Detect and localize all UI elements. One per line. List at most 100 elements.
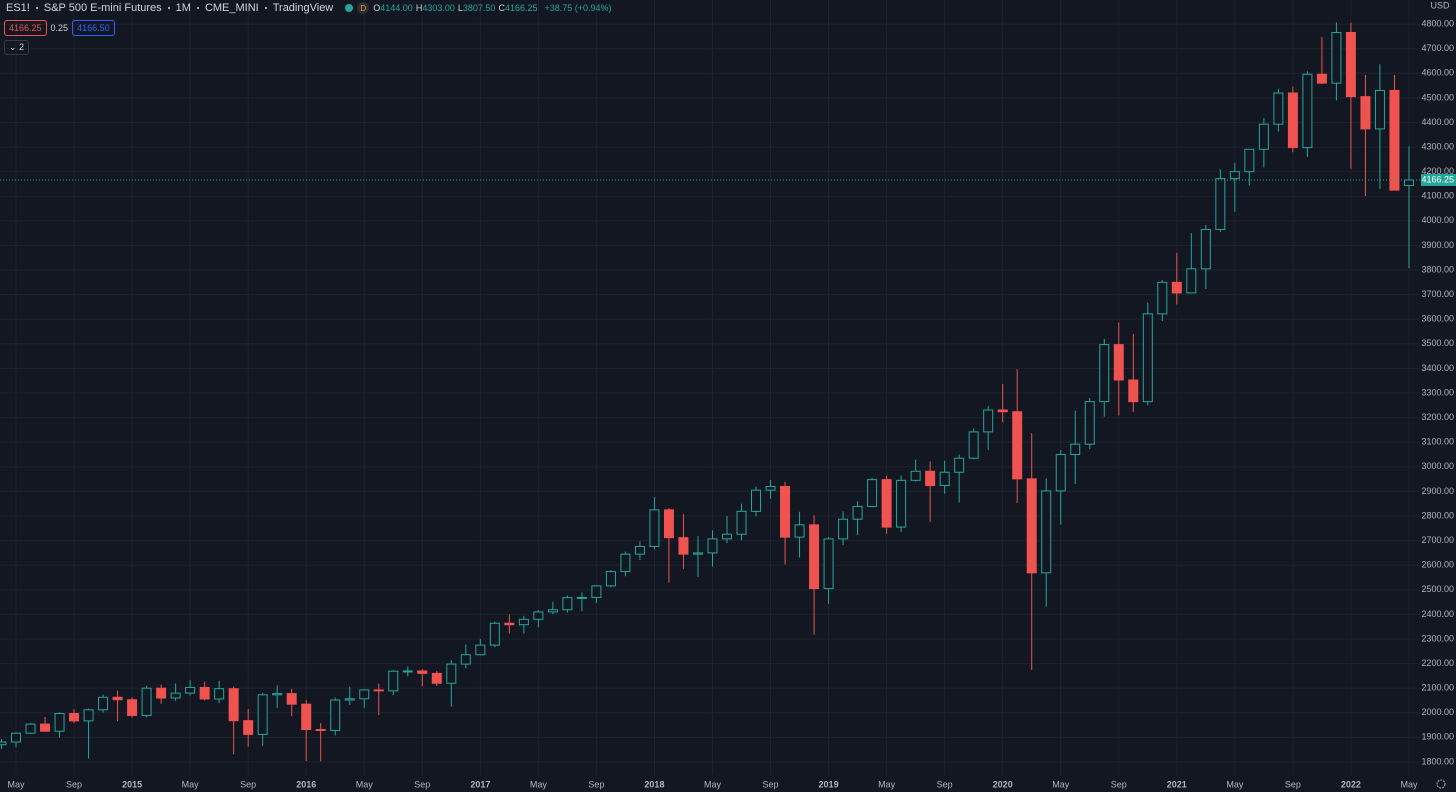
candle — [83, 708, 94, 759]
candle — [983, 406, 994, 450]
candle-body — [533, 611, 544, 620]
y-tick-label: 2200.00 — [1421, 658, 1454, 668]
candle-body — [1186, 268, 1197, 294]
candle-body — [1113, 344, 1124, 381]
candle — [663, 508, 674, 583]
candle — [1403, 146, 1414, 269]
candle — [968, 428, 979, 460]
candle — [1360, 75, 1371, 197]
candle-body — [591, 585, 602, 598]
candle — [910, 459, 921, 482]
candle-body — [1302, 73, 1313, 149]
candle — [1200, 225, 1211, 289]
candle — [1302, 71, 1313, 157]
x-tick-label: Sep — [763, 779, 779, 789]
candle-body — [780, 485, 791, 538]
y-tick-label: 3600.00 — [1421, 314, 1454, 324]
candle-body — [881, 479, 892, 528]
candle — [98, 694, 109, 713]
candle-body — [315, 728, 326, 731]
y-tick-label: 3400.00 — [1421, 363, 1454, 373]
candle-body — [794, 524, 805, 538]
candle — [402, 666, 413, 677]
candle — [1244, 148, 1255, 186]
y-tick-label: 2500.00 — [1421, 584, 1454, 594]
candle-body — [678, 537, 689, 555]
candle — [156, 684, 167, 704]
trade-panel: 4166.25 0.25 4166.50 — [4, 20, 115, 36]
x-tick-label: 2018 — [644, 779, 664, 789]
y-tick-label: 2600.00 — [1421, 560, 1454, 570]
candle-body — [373, 689, 384, 692]
candle-body — [765, 485, 776, 491]
candle — [475, 638, 486, 656]
x-tick-label: May — [182, 779, 200, 789]
symbol-header: ES1! S&P 500 E-mini Futures 1M CME_MINI … — [6, 2, 612, 14]
candle-body — [69, 713, 80, 722]
buy-button[interactable]: 4166.50 — [72, 20, 115, 36]
x-tick-label: May — [878, 779, 896, 789]
candle-body — [1229, 171, 1240, 180]
spread: 0.25 — [50, 23, 69, 33]
candle — [460, 644, 471, 669]
x-tick-label: 2022 — [1341, 779, 1361, 789]
x-tick-label: May — [356, 779, 374, 789]
x-tick-label: May — [1400, 779, 1418, 789]
y-tick-label: 2800.00 — [1421, 510, 1454, 520]
candle-body — [1171, 281, 1182, 294]
candle — [780, 481, 791, 565]
candle — [838, 511, 849, 546]
candle-body — [25, 723, 36, 734]
candle-body — [460, 654, 471, 665]
x-tick-label: 2017 — [470, 779, 490, 789]
candle — [1389, 75, 1400, 191]
legend-label: H — [415, 3, 423, 13]
candle-body — [489, 622, 500, 646]
candle-body — [954, 457, 965, 473]
y-tick-label: 1800.00 — [1421, 756, 1454, 766]
x-tick-label: Sep — [1111, 779, 1127, 789]
candle — [533, 609, 544, 628]
candle-body — [605, 571, 616, 587]
candle-body — [1157, 281, 1168, 315]
candle — [881, 475, 892, 534]
candle — [1128, 333, 1139, 412]
x-tick-label: Sep — [414, 779, 430, 789]
x-tick-label: 2015 — [122, 779, 142, 789]
candle-body — [330, 699, 341, 731]
x-tick-label: May — [704, 779, 722, 789]
settings-icon[interactable] — [1436, 779, 1446, 789]
symbol[interactable]: ES1! — [6, 2, 30, 14]
legend-value: 4166.25 — [504, 3, 538, 13]
candle — [446, 660, 457, 707]
candle — [1215, 169, 1226, 232]
y-tick-label: 2100.00 — [1421, 683, 1454, 693]
candle-body — [692, 552, 703, 555]
candle-body — [649, 509, 660, 548]
candle — [867, 477, 878, 508]
candle — [809, 515, 820, 635]
candle-body — [388, 670, 399, 692]
candle — [272, 685, 283, 709]
candle-body — [185, 686, 196, 694]
candle-body — [1258, 123, 1269, 150]
candle-body — [141, 687, 152, 716]
candle — [722, 516, 732, 544]
candle-body — [0, 741, 7, 746]
candle — [751, 486, 762, 517]
sell-button[interactable]: 4166.25 — [4, 20, 47, 36]
indicators-toggle[interactable]: ⌄ 2 — [4, 40, 30, 55]
candle — [489, 621, 500, 648]
candle — [301, 699, 312, 761]
y-tick-label: 4800.00 — [1421, 18, 1454, 28]
candle-body — [127, 699, 138, 716]
candle-body — [359, 689, 370, 700]
candle-body — [54, 713, 65, 732]
indicators-count: 2 — [19, 42, 25, 52]
y-tick-label: 4600.00 — [1421, 68, 1454, 78]
candle-body — [1345, 31, 1356, 98]
interval[interactable]: 1M — [175, 2, 191, 14]
candle-body — [1374, 90, 1385, 130]
legend-label: O — [373, 3, 381, 13]
candle-body — [156, 687, 167, 699]
